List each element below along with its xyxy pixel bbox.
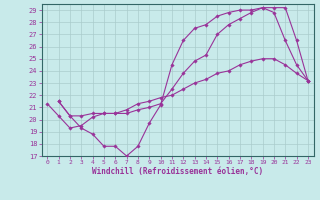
X-axis label: Windchill (Refroidissement éolien,°C): Windchill (Refroidissement éolien,°C)	[92, 167, 263, 176]
